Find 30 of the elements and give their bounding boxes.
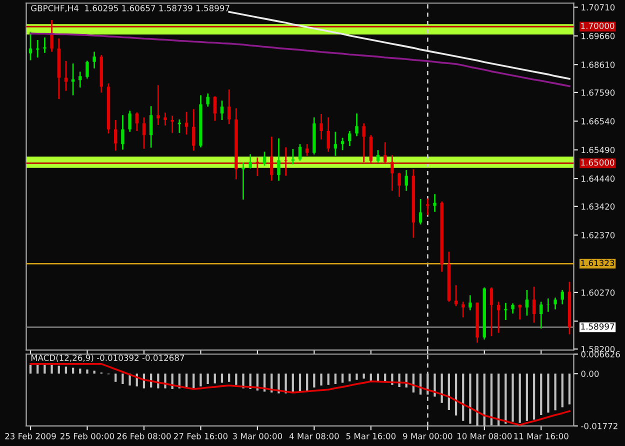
ref-line-label: 1.58997 (581, 323, 614, 330)
x-tick-label: 10 Mar 08:00 (457, 433, 512, 440)
y-tick-label: 1.70710 (582, 4, 615, 11)
chart-title: GBPCHF,H4 1.60295 1.60657 1.58739 1.58997 (31, 5, 230, 12)
x-tick-label: 25 Feb 00:00 (60, 432, 114, 440)
y-tick-label: 0.006626 (581, 351, 620, 358)
y-tick-label: 1.60270 (582, 289, 615, 296)
x-tick-label: 9 Mar 00:00 (403, 433, 452, 440)
x-tick-label: 3 Mar 00:00 (232, 433, 282, 440)
x-tick-label: 11 Mar 16:00 (514, 433, 568, 440)
y-tick-label: 1.63420 (582, 203, 615, 210)
x-tick-label: 5 Mar 16:00 (346, 433, 396, 440)
y-tick-label: 1.62370 (582, 232, 615, 238)
y-tick-label: 1.68610 (582, 62, 615, 68)
y-tick-label: -0.01772 (581, 422, 618, 430)
x-tick-label: 23 Feb 2009 (5, 432, 56, 440)
y-tick-label: 1.66540 (582, 118, 615, 124)
ref-line-label: 1.70000 (581, 22, 614, 30)
ref-line-label: 1.65000 (581, 159, 614, 166)
y-tick-label: 1.69660 (582, 32, 615, 40)
y-tick-label: 1.58200 (582, 346, 615, 352)
y-tick-label: 0.00 (581, 370, 599, 377)
x-tick-label: 26 Feb 08:00 (117, 432, 171, 440)
y-tick-label: 1.67590 (582, 89, 615, 96)
y-tick-label: 1.64440 (582, 176, 615, 182)
x-tick-label: 27 Feb 16:00 (174, 432, 228, 440)
x-tick-label: 4 Mar 08:00 (289, 433, 339, 440)
ref-line-label: 1.61323 (581, 260, 614, 266)
y-tick-label: 1.65490 (582, 146, 615, 154)
chart-title: MACD(12,26,9) -0.010392 -0.012687 (31, 354, 184, 362)
